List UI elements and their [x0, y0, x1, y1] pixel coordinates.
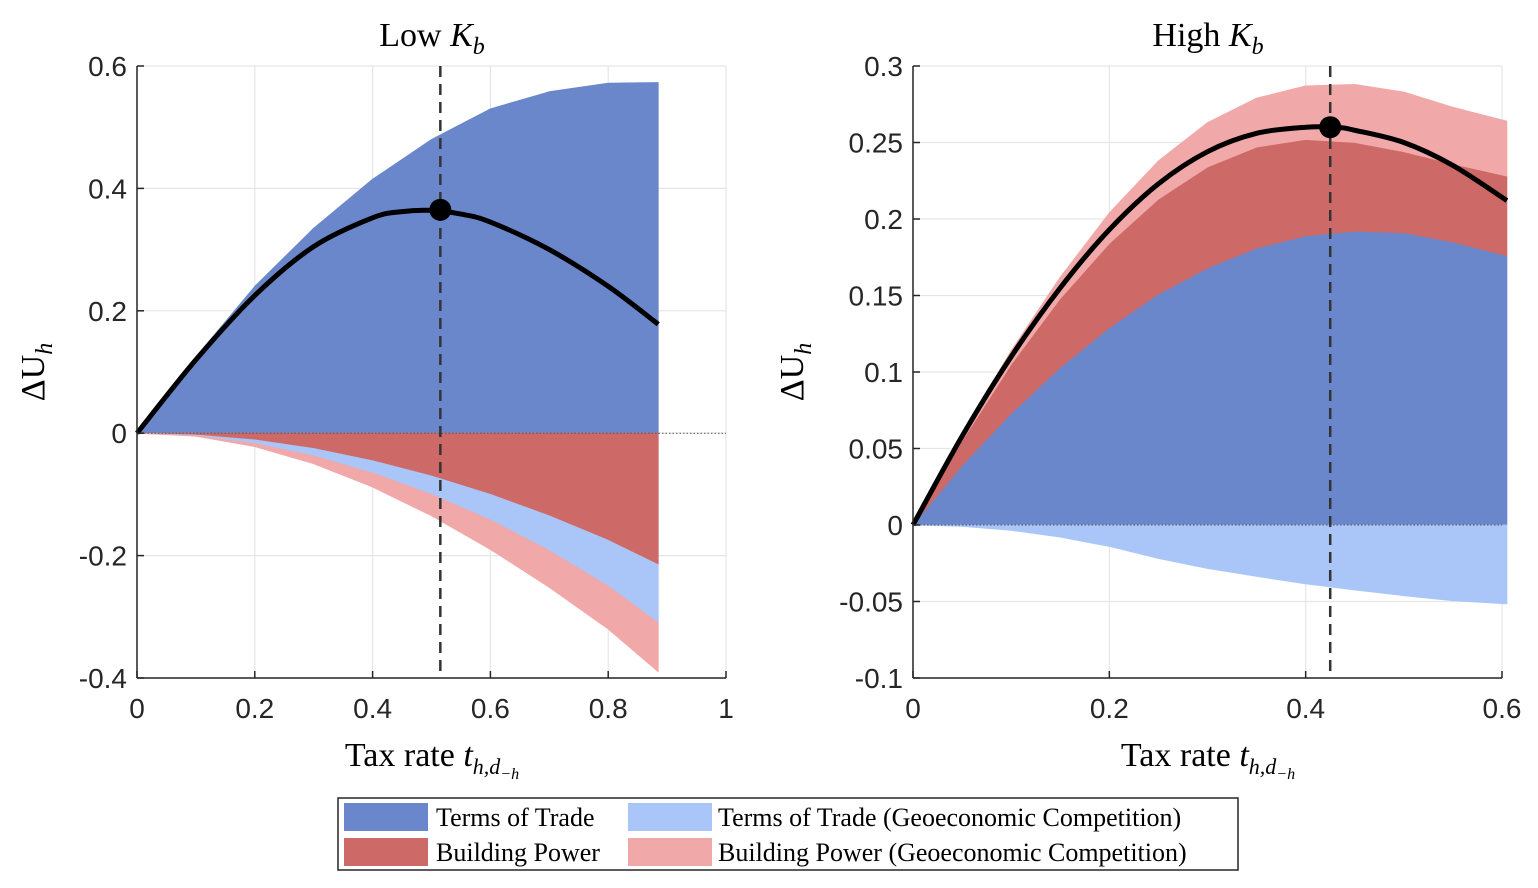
x-axis-label-low-kb: Tax rate th,d−h [345, 737, 519, 783]
y-tick-label: 0.1 [864, 357, 903, 388]
optimum-marker [429, 198, 452, 221]
y-tick-label: 0.6 [88, 51, 127, 82]
band-tot-geo [912, 524, 1508, 605]
y-tick-label: 0.05 [849, 434, 904, 465]
legend-label-bp-geo: Building Power (Geoeconomic Competition) [718, 838, 1187, 867]
y-tick-label: -0.4 [79, 663, 127, 694]
legend-label-building-power: Building Power [436, 838, 600, 867]
x-tick-label: 0.8 [589, 693, 628, 724]
chart-low-kb: 0 0.2 0.4 0.6 0.8 1 -0.4 -0.2 0 0.2 0.4 0.6 Low Kb Ta… [15, 17, 734, 783]
y-tick-label: -0.05 [839, 587, 903, 618]
legend-label-terms-of-trade: Terms of Trade [436, 803, 595, 832]
x-tick-label: 1 [718, 693, 734, 724]
chart-title-low-kb: Low Kb [379, 17, 485, 60]
x-tick-label: 0.2 [235, 693, 274, 724]
x-tick-label: 0.6 [1483, 693, 1522, 724]
legend-label-tot-geo: Terms of Trade (Geoeconomic Competition) [718, 803, 1181, 832]
y-tick-label: 0.2 [88, 296, 127, 327]
y-tick-label: 0 [111, 418, 127, 449]
legend-swatch-bp-geo [628, 838, 712, 866]
legend-swatch-tot-geo [628, 803, 712, 831]
y-tick-label: 0.4 [88, 173, 127, 204]
x-tick-label: 0.4 [1286, 693, 1325, 724]
y-tick-label: 0.25 [849, 128, 904, 159]
optimum-marker [1319, 116, 1342, 139]
y-tick-label: -0.2 [79, 541, 127, 572]
chart-title-high-kb: High Kb [1152, 17, 1263, 60]
x-tick-label: 0 [905, 693, 921, 724]
y-tick-label: 0 [887, 510, 903, 541]
band-bp-geo [912, 83, 1508, 526]
chart-high-kb: 0 0.2 0.4 0.6 -0.1 -0.05 0 0.05 0.1 0.15 0.2 0.25 0.… [774, 17, 1521, 783]
y-tick-label: -0.1 [855, 663, 903, 694]
net-welfare-curve [910, 124, 1509, 527]
y-tick-label: 0.15 [849, 281, 904, 312]
band-bp-geo [136, 432, 659, 673]
legend: Terms of Trade Terms of Trade (Geoeconom… [337, 797, 1239, 871]
x-tick-label: 0.2 [1090, 693, 1129, 724]
y-axis-label-high-kb: ΔUh [774, 343, 817, 401]
x-axis-label-high-kb: Tax rate th,d−h [1121, 737, 1295, 783]
y-tick-label: 0.3 [864, 51, 903, 82]
x-tick-label: 0.6 [471, 693, 510, 724]
legend-box [337, 797, 1239, 871]
y-tick-label: 0.2 [864, 204, 903, 235]
net-welfare-curve [135, 207, 660, 435]
legend-swatch-building-power [344, 838, 428, 866]
x-tick-label: 0 [129, 693, 145, 724]
legend-swatch-terms-of-trade [344, 803, 428, 831]
y-axis-label-low-kb: ΔUh [15, 343, 58, 401]
x-tick-label: 0.4 [353, 693, 392, 724]
